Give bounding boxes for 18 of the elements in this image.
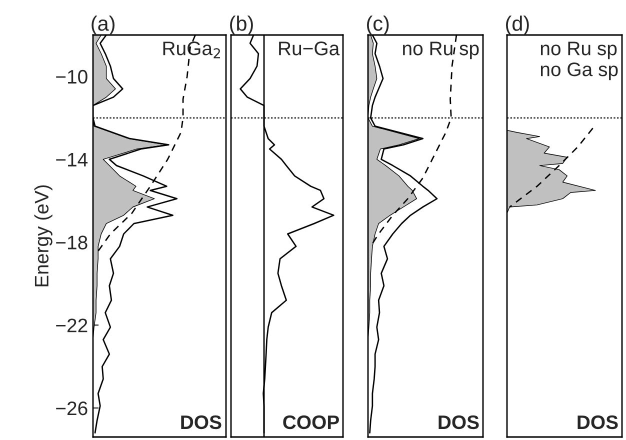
chart-title: (b)	[230, 16, 253, 35]
chart-title: (a)	[92, 16, 115, 35]
chart-title: (d)	[506, 16, 529, 35]
y-tick-label: −18	[56, 236, 88, 250]
annotation: no Ru sp no Ga sp	[540, 42, 618, 80]
annotation: no Ru sp	[403, 42, 479, 60]
chart-title: (c)	[366, 16, 389, 35]
annotation: RuGa$_{2}$	[163, 42, 220, 58]
y-tick-label: −10	[56, 70, 88, 84]
annotation: DOS	[181, 415, 222, 430]
y-tick-label: −26	[56, 401, 88, 416]
annotation: DOS	[438, 415, 479, 430]
annotation: Ru−Ga	[279, 42, 340, 56]
y-tick-label: −14	[56, 153, 88, 166]
annotation: DOS	[578, 415, 618, 430]
annotation: COOP	[283, 415, 339, 430]
y-axis-title: Energy (eV)	[34, 185, 52, 286]
y-tick-label: −22	[56, 318, 88, 332]
